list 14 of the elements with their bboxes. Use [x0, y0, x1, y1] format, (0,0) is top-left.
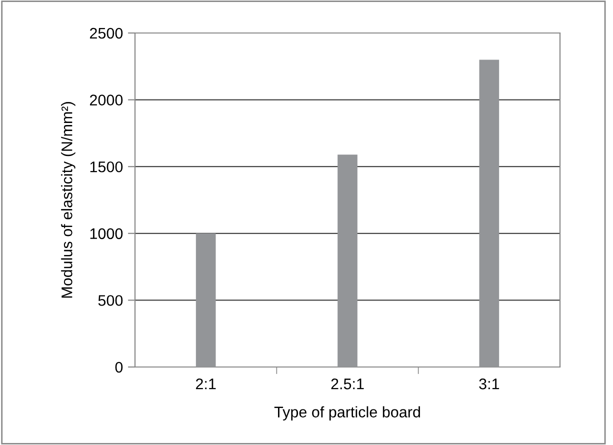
bar	[479, 60, 500, 367]
bar	[196, 233, 216, 367]
x-tick-label: 3:1	[479, 378, 500, 390]
x-axis-title: Type of particle board	[274, 406, 420, 420]
y-axis-title: Modulus of elasticity (N/mm²)	[61, 102, 76, 298]
x-tick-label: 2:1	[196, 378, 216, 390]
y-tick-label: 1500	[90, 161, 123, 172]
y-tick-label: 2000	[90, 94, 123, 106]
bar	[338, 154, 358, 367]
y-tick-label: 1000	[90, 228, 123, 240]
y-tick-label: 0	[115, 362, 123, 373]
y-tick-label: 2500	[90, 28, 123, 39]
y-tick-label: 500	[98, 295, 123, 306]
x-tick-label: 2.5:1	[331, 378, 364, 390]
